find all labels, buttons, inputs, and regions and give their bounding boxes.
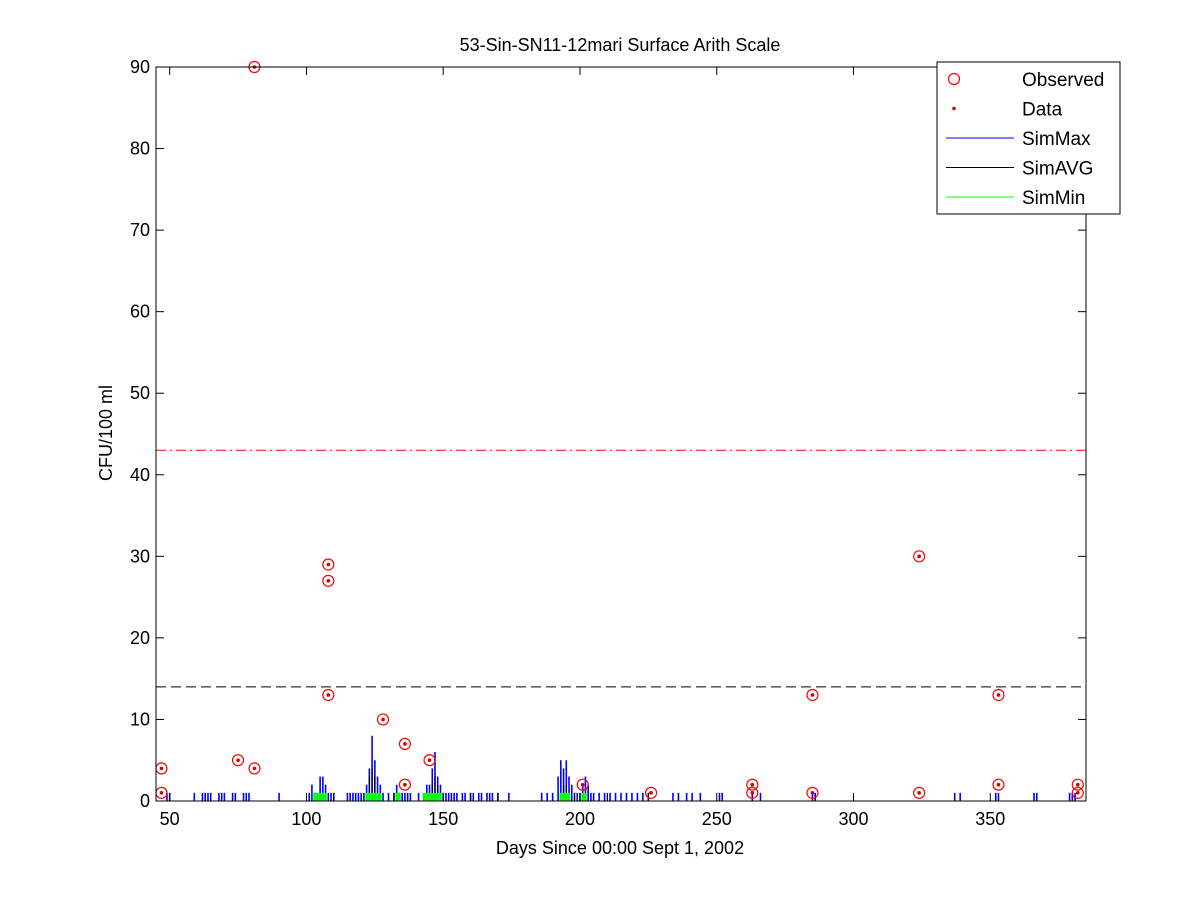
x-tick-label: 150 [428,809,458,829]
observed-marker [806,786,819,799]
data-marker [996,693,1001,697]
y-tick-label: 10 [130,709,150,729]
data-marker [750,791,755,795]
x-axis-ticks: 50 100 150 200 250 300 350 [160,67,1005,829]
legend-data-marker [952,106,956,111]
y-tick-label: 40 [130,465,150,485]
legend-items: Observed Data SimMax SimAVG SimMin [946,70,1104,209]
data-marker [917,554,921,559]
data-marker [649,791,653,795]
x-tick-label: 350 [975,809,1005,829]
data-marker [810,791,815,795]
observed-marker [248,762,261,775]
legend-label: SimAVG [1022,159,1093,180]
data-marker [750,782,755,787]
legend: Observed Data SimMax SimAVG SimMin [936,61,1121,215]
y-axis-ticks: 0 10 20 30 40 50 60 70 80 90 [130,57,1086,811]
legend-label: Observed [1022,70,1104,91]
data-marker [326,579,331,583]
x-axis-label: Days Since 00:00 Sept 1, 2002 [496,838,744,858]
legend-observed-marker [947,72,961,86]
data-marker [403,742,407,746]
observed-marker [746,778,759,791]
plot-area [155,60,1086,801]
data-marker [159,791,164,795]
reference-lines [156,449,1086,688]
data-marker [403,782,407,787]
x-tick-label: 250 [702,809,732,829]
observed-marker [992,688,1005,702]
y-tick-label: 50 [130,383,150,403]
data-marker [1075,791,1080,795]
axes-box [155,66,1087,802]
observed-marker [746,786,759,799]
data-marker [917,791,921,795]
legend-label: Data [1022,100,1063,121]
observed-marker [376,713,390,726]
x-tick-label: 100 [291,809,321,829]
observed-marker [913,550,926,563]
chart-title: 53-Sin-SN11-12mari Surface Arith Scale [460,35,781,55]
observed-marker [423,754,436,767]
y-tick-label: 70 [130,220,150,240]
x-tick-label: 200 [565,809,595,829]
axes: 50 100 150 200 250 300 350 0 10 20 30 40 50 60 70 80 90 [130,57,1087,829]
observed-marker [322,688,335,702]
y-tick-label: 20 [130,628,150,648]
data-series [159,65,1080,795]
y-tick-label: 80 [130,139,150,159]
observed-marker [231,754,245,767]
observed-marker [992,778,1005,791]
observed-marker [644,786,658,799]
data-marker [326,693,331,697]
y-tick-label: 60 [130,302,150,322]
y-tick-label: 90 [130,57,150,77]
y-axis-label: CFU/100 ml [96,385,116,481]
data-marker [236,758,240,763]
data-marker [326,562,331,567]
legend-label: SimMax [1022,129,1091,150]
observed-marker [1071,786,1084,799]
data-marker [381,717,385,722]
observed-marker [398,778,412,791]
x-tick-label: 300 [838,809,868,829]
observed-marker [576,778,589,791]
y-tick-label: 0 [140,791,150,811]
observed-marker [913,786,926,799]
observed-marker [398,737,412,751]
observed-marker [806,688,819,702]
data-marker [996,782,1001,787]
data-marker [580,782,585,787]
observed-marker [1071,778,1084,791]
observed-marker [322,558,335,571]
y-tick-label: 30 [130,546,150,566]
observed-marker [322,574,335,587]
x-tick-label: 50 [160,809,180,829]
data-marker [1075,782,1080,787]
data-marker [427,758,432,763]
data-marker [159,766,164,771]
observed-series [155,60,1084,799]
data-marker [810,693,815,697]
legend-label: SimMin [1022,188,1085,209]
simmin-series [313,792,587,801]
data-marker [252,766,257,771]
